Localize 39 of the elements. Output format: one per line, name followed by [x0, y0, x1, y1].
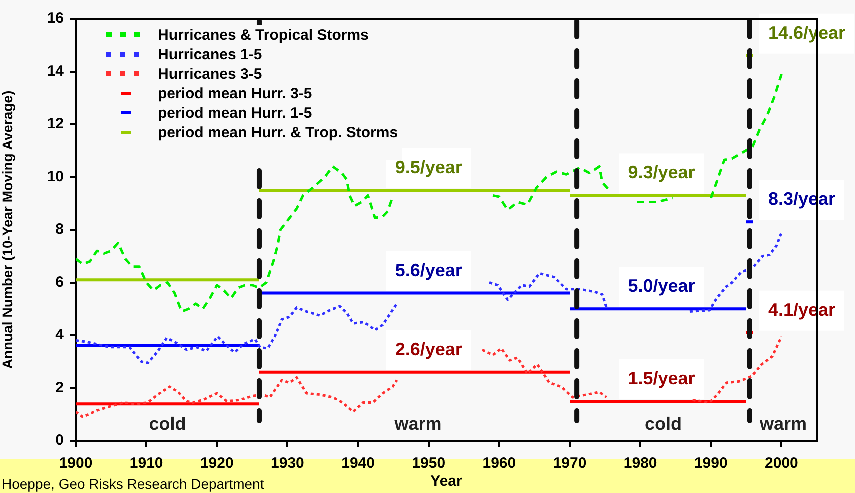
legend-label: period mean Hurr. & Trop. Storms: [158, 124, 398, 142]
x-tick-label: 1930: [271, 455, 304, 472]
annotation: cold: [149, 414, 186, 434]
y-tick-label: 10: [47, 168, 64, 186]
x-tick-label: 2000: [765, 455, 798, 472]
legend-label: period mean Hurr. 3-5: [158, 86, 312, 103]
data-label: 9.3/year: [628, 162, 696, 183]
annotation: cold: [645, 414, 682, 434]
data-label: 9.5/year: [395, 157, 462, 178]
legend-label: Hurricanes & Tropical Storms: [158, 27, 369, 44]
x-tick-label: 1990: [694, 455, 728, 472]
x-tick-label: 1910: [130, 455, 164, 472]
y-tick-label: 6: [56, 274, 64, 291]
y-tick-label: 12: [47, 116, 64, 133]
y-tick-label: 4: [56, 326, 65, 344]
y-tick-label: 16: [47, 10, 64, 28]
data-label: 5.0/year: [628, 276, 696, 296]
legend-label: period mean Hurr. 1-5: [158, 105, 312, 122]
x-tick-label: 1950: [412, 455, 446, 472]
text: Hoeppe, Geo Risks Research Department: [2, 476, 264, 492]
x-axis-title: Year: [430, 473, 463, 490]
x-tick-label: 1940: [342, 455, 375, 472]
legend-label: Hurricanes 3-5: [158, 66, 262, 84]
x-tick-label: 1920: [200, 455, 234, 472]
y-axis-title: Annual Number (10-Year Moving Average): [0, 90, 16, 370]
x-tick-label: 1970: [553, 455, 587, 472]
y-tick-label: 2: [56, 379, 64, 396]
annotation: warm: [394, 414, 442, 434]
y-tick-label: 14: [47, 62, 65, 80]
y-tick-label: 8: [56, 221, 64, 238]
data-label: 2.6/year: [395, 339, 462, 360]
data-label: 5.6/year: [395, 260, 462, 280]
x-tick-label: 1900: [59, 455, 93, 472]
legend-label: Hurricanes 1-5: [158, 46, 262, 64]
y-tick-label: 0: [56, 432, 64, 450]
x-tick-label: 1960: [482, 455, 516, 472]
x-tick-label: 1980: [624, 455, 658, 472]
data-label: 1.5/year: [628, 368, 696, 388]
annotation: warm: [758, 414, 807, 434]
